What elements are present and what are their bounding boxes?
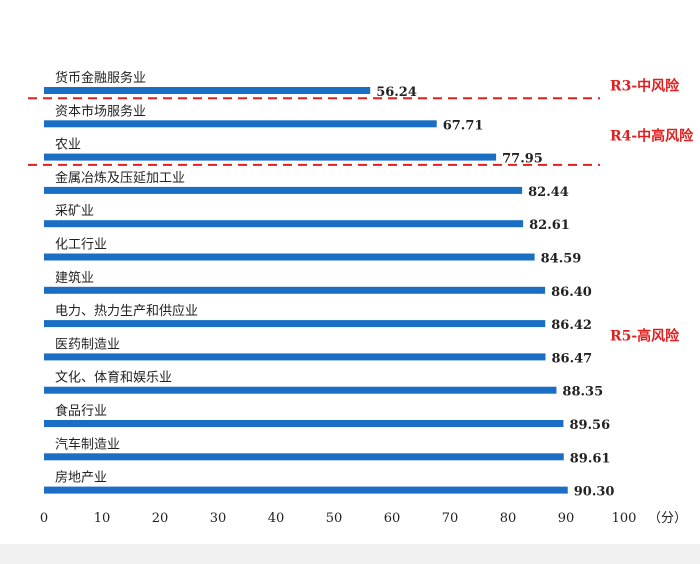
- x-tick-label-6: 60: [384, 511, 401, 526]
- value-label-3: 82.44: [528, 185, 569, 200]
- category-label-8: 医药制造业: [55, 337, 120, 352]
- risk-score-bar-chart: 货币金融服务业资本市场服务业农业金属冶炼及压延加工业采矿业化工行业建筑业电力、热…: [28, 70, 694, 526]
- bar-11: [44, 453, 564, 461]
- bottom-strip: [0, 544, 700, 564]
- bars-layer: [44, 87, 568, 494]
- category-label-5: 化工行业: [55, 238, 107, 253]
- category-labels-layer: 货币金融服务业资本市场服务业农业金属冶炼及压延加工业采矿业化工行业建筑业电力、热…: [55, 70, 198, 486]
- x-tick-label-1: 10: [94, 511, 111, 526]
- bar-6: [44, 286, 546, 294]
- zone-dividers-layer: [28, 97, 600, 166]
- category-label-12: 房地产业: [55, 470, 107, 486]
- value-label-4: 82.61: [529, 218, 570, 233]
- x-axis-ticks-layer: 0 10 20 30 40 50 60 70 80 90 100: [40, 511, 637, 526]
- category-label-11: 汽车制造业: [55, 436, 120, 452]
- x-axis-unit-label: （分）: [648, 511, 687, 526]
- category-label-0: 货币金融服务业: [55, 70, 146, 86]
- zone-label-1: R4-中高风险: [610, 128, 694, 145]
- value-label-1: 67.71: [443, 118, 484, 133]
- bar-9: [44, 386, 557, 394]
- value-label-2: 77.95: [502, 152, 543, 167]
- bar-0: [44, 87, 371, 94]
- value-label-5: 84.59: [541, 252, 582, 267]
- zone-label-2: R5-高风险: [610, 327, 680, 344]
- value-label-7: 86.42: [551, 318, 592, 333]
- value-label-12: 90.30: [574, 485, 615, 500]
- value-label-11: 89.61: [570, 451, 611, 466]
- value-label-8: 86.47: [552, 351, 593, 366]
- category-label-10: 食品行业: [55, 403, 107, 419]
- bar-10: [44, 420, 564, 427]
- bar-7: [44, 320, 546, 328]
- x-tick-label-4: 40: [268, 511, 285, 526]
- zone-label-0: R3-中风险: [610, 78, 680, 95]
- x-tick-label-3: 30: [210, 511, 227, 526]
- bar-5: [44, 253, 535, 261]
- category-label-3: 金属冶炼及压延加工业: [55, 170, 185, 186]
- value-label-0: 56.24: [376, 85, 417, 100]
- x-tick-label-10: 100: [612, 511, 637, 526]
- bar-8: [44, 353, 546, 361]
- category-label-9: 文化、体育和娱乐业: [55, 370, 172, 386]
- bar-2: [44, 153, 497, 161]
- bar-1: [44, 120, 437, 128]
- category-label-4: 采矿业: [55, 204, 94, 219]
- x-tick-label-7: 70: [442, 511, 459, 526]
- category-label-7: 电力、热力生产和供应业: [55, 303, 198, 319]
- category-label-2: 农业: [55, 138, 81, 153]
- bar-3: [44, 186, 523, 194]
- bar-4: [44, 220, 524, 228]
- category-label-6: 建筑业: [55, 270, 94, 286]
- bar-12: [44, 486, 568, 494]
- value-labels-layer: 56.24 67.71 77.95 82.44 82.61 84.59 86.40 86.42…: [376, 85, 614, 500]
- x-tick-label-2: 20: [152, 511, 169, 526]
- zone-labels-layer: R3-中风险 R4-中高风险 R5-高风险: [610, 78, 694, 345]
- x-tick-label-8: 80: [500, 511, 517, 526]
- category-label-1: 资本市场服务业: [55, 103, 146, 119]
- value-label-6: 86.40: [551, 285, 592, 300]
- value-label-9: 88.35: [562, 385, 603, 400]
- value-label-10: 89.56: [569, 418, 610, 433]
- x-tick-label-5: 50: [326, 511, 343, 526]
- x-tick-label-9: 90: [558, 511, 575, 526]
- x-tick-label-0: 0: [40, 511, 48, 526]
